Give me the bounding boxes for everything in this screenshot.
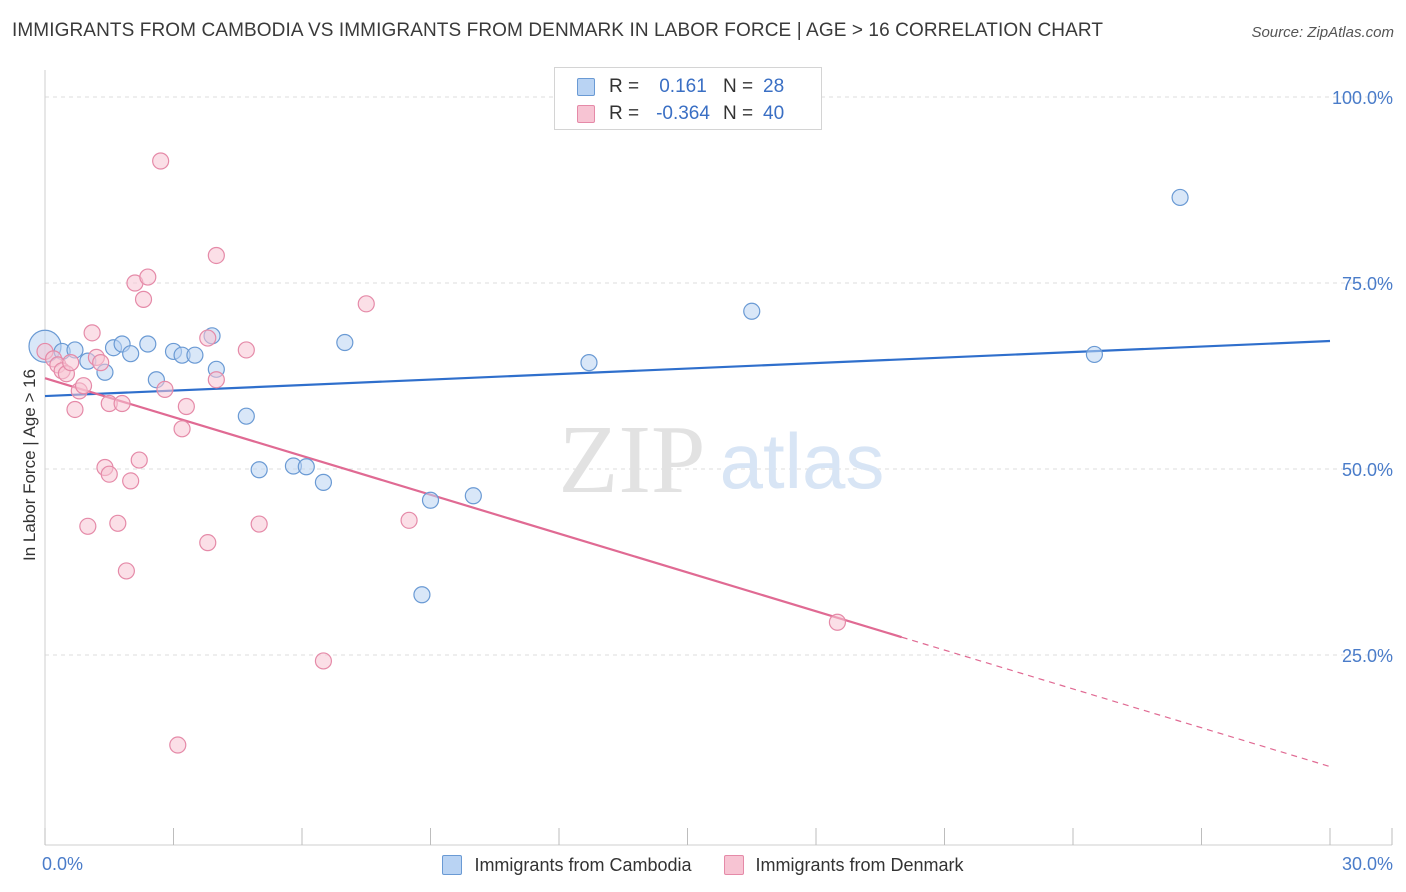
x-tick-label: 30.0% bbox=[1342, 854, 1393, 874]
cambodia-trend-line bbox=[44, 339, 1331, 398]
denmark-point bbox=[139, 268, 157, 286]
y-tick-label: 50.0% bbox=[1342, 460, 1393, 480]
cambodia-point bbox=[314, 473, 333, 491]
cambodia-point bbox=[122, 345, 140, 363]
cambodia-point bbox=[413, 586, 431, 604]
y-tick-label: 25.0% bbox=[1342, 646, 1393, 666]
n-label: N = bbox=[723, 76, 754, 97]
tick-label-layer: 25.0% 50.0% 75.0% 100.0% 0.0% 30.0% bbox=[42, 88, 1393, 874]
chart-title: IMMIGRANTS FROM CAMBODIA VS IMMIGRANTS F… bbox=[12, 20, 1104, 41]
denmark-point bbox=[207, 246, 225, 265]
n-value: 40 bbox=[763, 103, 785, 124]
denmark-point bbox=[207, 371, 225, 389]
y-axis-label-container: In Labor Force | Age > 16 bbox=[18, 300, 42, 630]
denmark-point bbox=[100, 465, 118, 483]
legend-item-denmark[interactable]: Immigrants from Denmark bbox=[723, 854, 964, 876]
denmark-point bbox=[177, 397, 195, 416]
trend-layer bbox=[44, 339, 1331, 768]
legend-item-cambodia[interactable]: Immigrants from Cambodia bbox=[442, 854, 692, 876]
points-layer bbox=[28, 152, 1189, 754]
cambodia-swatch bbox=[577, 78, 595, 96]
denmark-point bbox=[152, 152, 170, 170]
y-axis-label: In Labor Force | Age > 16 bbox=[20, 368, 39, 562]
denmark-trend-line bbox=[44, 377, 902, 639]
denmark-point bbox=[117, 562, 135, 580]
watermark-atlas: atlas bbox=[720, 417, 885, 505]
legend-label-cambodia: Immigrants from Cambodia bbox=[474, 854, 692, 875]
cambodia-point bbox=[580, 354, 598, 372]
n-label: N = bbox=[723, 103, 754, 124]
r-label: R = bbox=[609, 103, 640, 124]
denmark-point bbox=[400, 511, 418, 529]
denmark-point bbox=[199, 534, 217, 552]
denmark-point bbox=[109, 514, 127, 532]
source-label: Source: ZipAtlas.com bbox=[1251, 24, 1394, 41]
stats-legend-row-cambodia: R = 0.161 N = 28 bbox=[577, 74, 784, 100]
y-tick-label: 75.0% bbox=[1342, 274, 1393, 294]
axis-layer bbox=[44, 70, 1393, 846]
denmark-legend-swatch bbox=[723, 855, 744, 875]
denmark-point bbox=[237, 341, 255, 359]
denmark-point bbox=[314, 652, 333, 670]
cambodia-point bbox=[250, 461, 268, 479]
r-label: R = bbox=[609, 76, 640, 97]
cambodia-point bbox=[743, 302, 761, 320]
cambodia-point bbox=[1171, 188, 1189, 207]
denmark-point bbox=[250, 515, 268, 533]
r-value: 0.161 bbox=[659, 76, 707, 97]
denmark-point bbox=[66, 400, 84, 419]
stats-legend: R = 0.161 N = 28 R = -0.364 N = 40 bbox=[554, 67, 822, 130]
cambodia-point bbox=[139, 335, 157, 353]
legend-label-denmark: Immigrants from Denmark bbox=[755, 854, 964, 875]
denmark-swatch bbox=[577, 105, 595, 123]
series-legend: Immigrants from Cambodia Immigrants from… bbox=[0, 851, 1406, 879]
denmark-point bbox=[130, 451, 148, 469]
denmark-point bbox=[134, 290, 153, 308]
cambodia-point bbox=[237, 407, 255, 425]
denmark-point bbox=[113, 394, 131, 413]
watermark-zip: ZIP bbox=[559, 406, 706, 514]
stats-legend-row-denmark: R = -0.364 N = 40 bbox=[577, 101, 784, 127]
watermark: ZIP atlas bbox=[559, 406, 885, 514]
y-tick-label: 100.0% bbox=[1332, 88, 1393, 108]
denmark-point bbox=[173, 420, 191, 438]
denmark-point bbox=[199, 329, 217, 347]
cambodia-point bbox=[421, 491, 440, 509]
cambodia-point bbox=[186, 346, 204, 364]
grid-layer bbox=[45, 96, 1392, 656]
denmark-point bbox=[92, 354, 110, 372]
cambodia-point bbox=[464, 487, 482, 505]
denmark-point bbox=[828, 613, 847, 631]
cambodia-point bbox=[1085, 345, 1104, 364]
denmark-trend-extension bbox=[901, 636, 1331, 768]
denmark-point bbox=[169, 736, 187, 754]
denmark-point bbox=[357, 295, 375, 313]
denmark-point bbox=[83, 324, 101, 342]
denmark-point bbox=[156, 380, 174, 398]
denmark-point bbox=[122, 472, 140, 490]
denmark-point bbox=[74, 377, 93, 395]
cambodia-point bbox=[297, 458, 315, 476]
x-tick-label: 0.0% bbox=[42, 854, 83, 874]
denmark-point bbox=[79, 517, 97, 535]
n-value: 28 bbox=[763, 76, 785, 97]
denmark-point bbox=[62, 354, 80, 372]
cambodia-point bbox=[336, 333, 354, 352]
cambodia-legend-swatch bbox=[442, 855, 463, 875]
r-value: -0.364 bbox=[656, 103, 710, 124]
